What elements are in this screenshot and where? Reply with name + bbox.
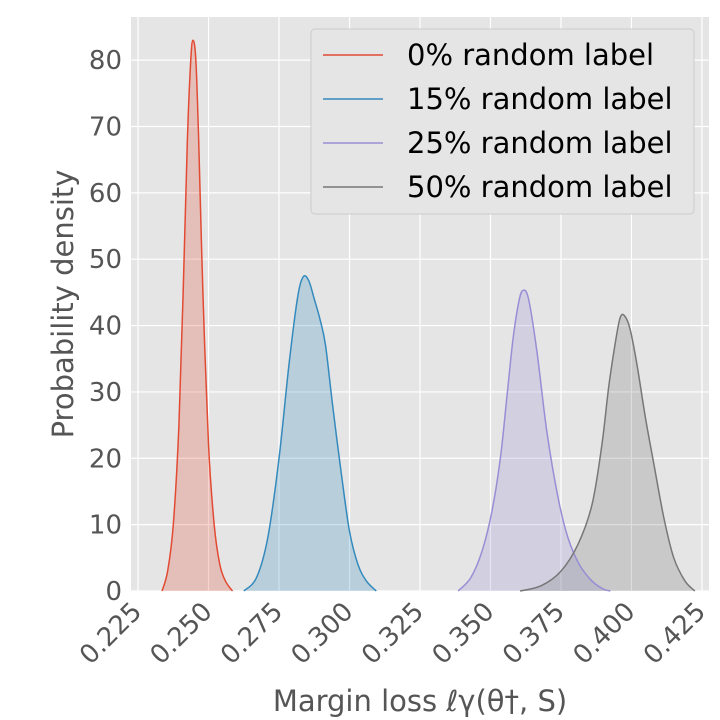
x-tick-label: 0.375	[497, 597, 571, 671]
y-tick-label: 80	[89, 46, 122, 76]
x-tick-label: 0.300	[286, 597, 360, 671]
legend-label-3: 50% random label	[407, 170, 673, 204]
x-tick-label: 0.275	[215, 597, 289, 671]
density-areas	[162, 40, 695, 592]
y-tick-label: 60	[89, 179, 122, 209]
x-tick-label: 0.400	[568, 597, 642, 671]
legend-label-2: 25% random label	[407, 126, 673, 160]
y-tick-label: 30	[89, 378, 122, 408]
x-axis-label: Margin loss ℓγ(θ†, S)	[273, 684, 567, 718]
y-tick-label: 10	[89, 511, 122, 541]
density-line-1	[243, 275, 377, 592]
density-line-2	[457, 289, 611, 592]
density-area-3	[520, 314, 695, 591]
y-axis-label: Probability density	[46, 170, 80, 439]
density-line-0	[161, 39, 234, 592]
y-tick-label: 40	[89, 312, 122, 342]
x-tick-label: 0.225	[74, 597, 148, 671]
legend-box	[310, 28, 695, 215]
legend-label-0: 0% random label	[407, 38, 654, 72]
grid-lines	[131, 17, 709, 592]
y-tick-label: 0	[105, 577, 122, 607]
density-lines	[161, 39, 696, 592]
density-area-2	[458, 290, 611, 591]
legend: 0% random label 15% random label 25% rando…	[310, 28, 695, 215]
x-tick-label: 0.350	[427, 597, 501, 671]
x-tick-label: 0.325	[356, 597, 430, 671]
x-tick-label: 0.250	[145, 597, 219, 671]
y-tick-label: 70	[89, 112, 122, 142]
x-tick-label: 0.425	[638, 597, 712, 671]
y-tick-label: 50	[89, 245, 122, 275]
density-line-3	[519, 313, 696, 592]
y-tick-label: 20	[89, 444, 122, 474]
density-area-0	[162, 40, 233, 592]
density-area-1	[243, 275, 377, 591]
legend-label-1: 15% random label	[407, 82, 673, 116]
